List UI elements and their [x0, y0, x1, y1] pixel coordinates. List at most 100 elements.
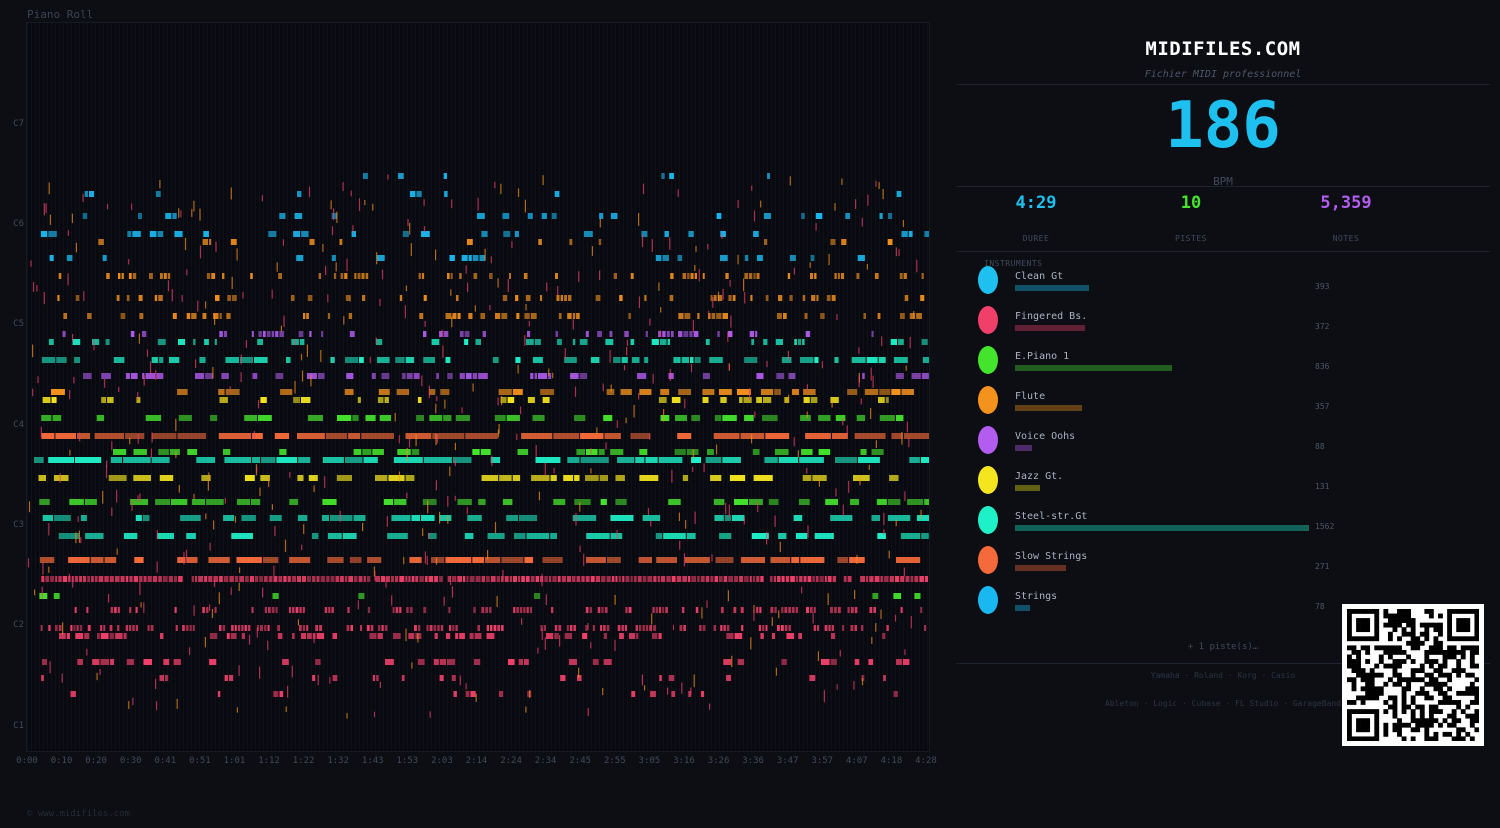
time-label: 3:57 [811, 756, 834, 766]
divider [956, 84, 1490, 85]
divider [956, 186, 1490, 187]
time-label: 1:12 [258, 756, 280, 766]
time-label: 0:41 [154, 756, 177, 766]
software-list: Ableton · Logic · Cubase · FL Studio · G… [1104, 699, 1341, 708]
brand-title: MIDIFILES.COM [1145, 38, 1301, 60]
instrument-color-dot [978, 506, 998, 534]
instrument-color-dot [978, 266, 998, 294]
time-label: 1:43 [361, 756, 384, 766]
instrument-note-count: 131 [1315, 482, 1330, 491]
instrument-note-bar [1015, 605, 1030, 611]
instrument-row: Clean Gt 393 [956, 266, 1490, 306]
stat-duration-label: DUREE [1022, 234, 1050, 243]
time-label: 2:24 [500, 756, 522, 766]
brand-subtitle: Fichier MIDI professionnel [1144, 69, 1302, 80]
instrument-name: Flute [1015, 391, 1046, 402]
time-label: 1:22 [292, 756, 315, 766]
time-label: 1:53 [396, 756, 419, 766]
stat-notes-value: 5,359 [1320, 193, 1372, 213]
time-label: 0:51 [189, 756, 211, 766]
instrument-note-bar [1015, 485, 1040, 491]
octave-label: C4 [13, 420, 24, 430]
instruments-heading: INSTRUMENTS [984, 259, 1043, 268]
instrument-name: Jazz Gt. [1015, 471, 1064, 482]
instrument-note-bar [1015, 325, 1086, 331]
piano-roll-canvas [27, 23, 929, 751]
time-label: 0:20 [85, 756, 107, 766]
octave-label: C1 [13, 721, 24, 731]
instrument-color-dot [978, 386, 998, 414]
instrument-row: E.Piano 1 836 [956, 346, 1490, 386]
instrument-row: Flute 357 [956, 386, 1490, 426]
instrument-note-bar [1015, 365, 1173, 371]
instrument-note-bar [1015, 285, 1089, 291]
time-label: 0:30 [119, 756, 142, 766]
instrument-name: Steel-str.Gt [1015, 511, 1088, 522]
instrument-row: Fingered Bs. 372 [956, 306, 1490, 346]
divider [956, 663, 1490, 664]
copyright: © www.midifiles.com [27, 809, 130, 819]
instrument-color-dot [978, 586, 998, 614]
hardware-list: Yamaha · Roland · Korg · Casio [1150, 671, 1296, 680]
piano-roll-title: Piano Roll [27, 8, 94, 21]
stat-notes-label: NOTES [1332, 234, 1360, 243]
instrument-color-dot [978, 346, 998, 374]
instrument-color-dot [978, 306, 998, 334]
octave-label: C3 [13, 520, 24, 530]
instrument-note-count: 78 [1315, 602, 1325, 611]
instrument-note-bar [1015, 445, 1032, 451]
octave-label: C6 [13, 219, 24, 229]
time-label: 3:36 [742, 756, 764, 766]
instrument-note-count: 1562 [1315, 522, 1335, 531]
instrument-row: Strings 78 [956, 586, 1490, 626]
instrument-row: Jazz Gt. 131 [956, 466, 1490, 506]
instrument-note-bar [1015, 525, 1309, 531]
time-label: 1:01 [223, 756, 246, 766]
stat-tracks-label: PISTES [1175, 234, 1207, 243]
instrument-name: Strings [1015, 591, 1058, 602]
time-label: 2:55 [603, 756, 626, 766]
instrument-color-dot [978, 466, 998, 494]
time-label: 4:07 [846, 756, 868, 766]
instrument-name: Clean Gt [1015, 271, 1064, 282]
octave-label: C5 [13, 319, 24, 329]
octave-label: C2 [13, 620, 24, 630]
time-label: 2:14 [465, 756, 488, 766]
time-label: 2:34 [534, 756, 557, 766]
instrument-note-bar [1015, 405, 1083, 411]
instrument-color-dot [978, 546, 998, 574]
instrument-note-bar [1015, 565, 1066, 571]
qr-code [1342, 604, 1484, 746]
instrument-name: Fingered Bs. [1015, 311, 1088, 322]
time-label: 0:00 [16, 756, 38, 766]
instrument-name: E.Piano 1 [1015, 351, 1070, 362]
instrument-color-dot [978, 426, 998, 454]
stat-tracks-value: 10 [1180, 193, 1202, 213]
bpm-label: BPM [1213, 175, 1233, 188]
time-label: 3:05 [638, 756, 661, 766]
time-label: 4:28 [915, 756, 937, 766]
instrument-note-count: 88 [1315, 442, 1325, 451]
time-label: 2:03 [431, 756, 453, 766]
sidebar: MIDIFILES.COM Fichier MIDI professionnel… [956, 0, 1490, 828]
instrument-row: Voice Oohs 88 [956, 426, 1490, 466]
time-label: 3:26 [707, 756, 730, 766]
stat-duration-value: 4:29 [1015, 193, 1057, 213]
time-label: 2:45 [569, 756, 592, 766]
instrument-row: Steel-str.Gt 1562 [956, 506, 1490, 546]
more-tracks: + 1 piste(s)… [1187, 642, 1259, 652]
instrument-note-count: 372 [1315, 322, 1330, 331]
instrument-name: Slow Strings [1015, 551, 1088, 562]
time-label: 4:18 [880, 756, 903, 766]
instrument-note-count: 357 [1315, 402, 1330, 411]
instrument-note-count: 271 [1315, 562, 1330, 571]
time-label: 1:32 [327, 756, 350, 766]
instrument-note-count: 836 [1315, 362, 1330, 371]
bpm-value: 186 [1165, 89, 1281, 163]
instrument-note-count: 393 [1315, 282, 1330, 291]
time-label: 3:16 [673, 756, 695, 766]
piano-roll [26, 22, 930, 752]
time-label: 3:47 [776, 756, 799, 766]
octave-label: C7 [13, 119, 24, 129]
time-label: 0:10 [50, 756, 73, 766]
